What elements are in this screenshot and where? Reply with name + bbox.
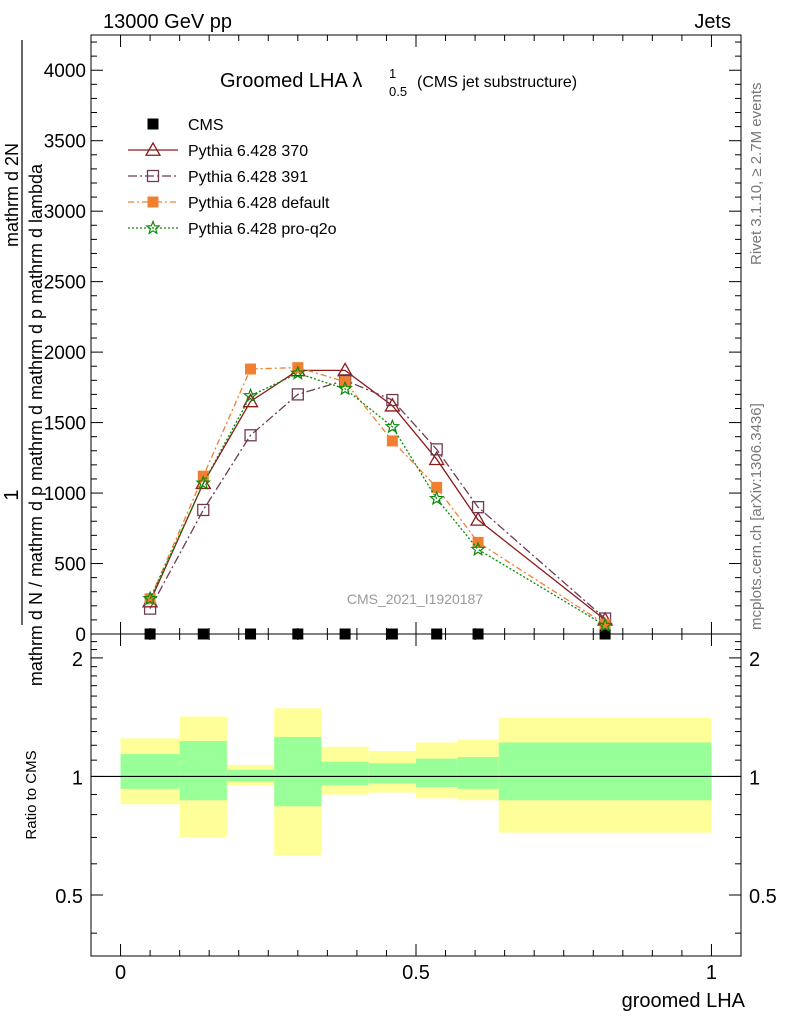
legend-marker: [144, 141, 162, 156]
data-point: [428, 450, 445, 466]
legend-item: CMS: [147, 117, 224, 134]
y-label-numerator-one: 1: [1, 489, 23, 500]
data-point: [428, 490, 445, 506]
x-tick-label: 0.5: [402, 962, 430, 984]
data-point: [195, 474, 212, 490]
ratio-plot: 0.5 0.51 12 2 0 0.5 1 Ratio to CMS groomed LH…: [23, 633, 777, 1012]
data-point: [384, 418, 401, 434]
legend-item: Pythia 6.428 default: [128, 195, 330, 212]
mcplots-label: mcplots.cern.ch [arXiv:1306.3436]: [748, 403, 765, 630]
ratio-inner-band: [498, 742, 712, 801]
data-point: [597, 617, 613, 633]
chart-title-superscript: 1: [389, 66, 396, 81]
data-point: [242, 387, 259, 403]
main-y-tick-label: 3500: [44, 132, 86, 153]
series-4: [142, 365, 613, 633]
main-y-tick-label: 1500: [44, 414, 86, 435]
ratio-y-tick-label: 0.5: [55, 886, 83, 908]
data-point: [470, 541, 486, 557]
data-point: [142, 590, 158, 606]
main-y-tick-label: 1000: [44, 484, 86, 505]
main-y-ticks: 0 500 1000 1500 2000 2500 3000 3500 4000: [44, 41, 741, 646]
ratio-y-tick-label-right: 1: [749, 767, 760, 789]
legend-label: Pythia 6.428 default: [188, 195, 330, 212]
ratio-bands: [91, 708, 741, 856]
legend-item: Pythia 6.428 391: [128, 169, 308, 186]
x-tick-label: 1: [706, 962, 717, 984]
main-plot: 0 500 1000 1500 2000 2500 3000 3500 4000 CMS_202…: [44, 34, 742, 646]
main-y-tick-label: 4000: [44, 61, 86, 82]
ratio-y-axis-label: Ratio to CMS: [23, 750, 40, 839]
main-y-tick-label: 3000: [44, 202, 86, 223]
series-line: [149, 366, 606, 625]
chart-subtitle: (CMS jet substructure): [417, 74, 577, 91]
ratio-y-ticks: 0.5 0.5 1 1 2 2: [55, 641, 777, 934]
ratio-inner-band: [457, 757, 499, 789]
series-3: [144, 362, 611, 630]
data-point: [471, 501, 485, 514]
chart-title: Groomed LHA λ 1 0.5 (CMS jet substructure): [220, 66, 577, 99]
y-label-numerator: mathrm d 2N: [2, 143, 22, 247]
data-point: [386, 435, 398, 447]
legend: CMS Pythia 6.428 370 Pythia 6.428 391 Pythi…: [128, 117, 337, 238]
ratio-inner-band: [120, 754, 180, 789]
data-point: [290, 365, 306, 380]
main-x-ticks: [120, 35, 712, 634]
data-point: [430, 443, 443, 456]
legend-label: Pythia 6.428 pro-q2o: [188, 221, 337, 238]
main-y-axis-label: 1 mathrm d 2N mathrm d N / mathrm d p ma…: [1, 40, 46, 686]
data-point: [143, 602, 157, 615]
data-point: [469, 511, 487, 526]
ratio-inner-band: [416, 758, 458, 788]
data-point: [337, 380, 353, 396]
legend-item: Pythia 6.428 370: [128, 141, 308, 160]
ratio-inner-band: [226, 769, 275, 782]
legend-marker: [147, 196, 159, 208]
analysis-watermark: CMS_2021_I1920187: [347, 591, 483, 607]
data-point: [197, 503, 210, 517]
data-point: [599, 618, 611, 630]
ratio-inner-band: [368, 763, 416, 784]
ratio-y-tick-label: 1: [72, 767, 83, 789]
main-y-tick-label: 500: [54, 555, 86, 576]
ratio-x-ticks: 0 0.5 1: [115, 634, 717, 984]
legend-marker: [147, 118, 159, 130]
legend-marker: [146, 169, 160, 183]
y-label-denominator: mathrm d N / mathrm d p mathrm d mathrm …: [26, 163, 46, 686]
ratio-y-tick-label-right: 0.5: [749, 886, 777, 908]
legend-marker: [145, 219, 161, 235]
main-y-tick-label: 0: [75, 625, 86, 646]
series-line: [149, 379, 606, 619]
ratio-inner-band: [274, 736, 322, 807]
main-y-tick-label: 2500: [44, 273, 86, 294]
series-1: [141, 362, 614, 626]
ratio-inner-band: [179, 741, 227, 801]
main-y-tick-label: 2000: [44, 343, 86, 364]
ratio-inner-band: [321, 761, 369, 786]
data-point: [386, 393, 399, 407]
data-point: [336, 362, 354, 377]
series-line: [149, 372, 606, 627]
ratio-y-tick-label: 2: [72, 649, 83, 671]
chart-title-text: Groomed LHA λ: [220, 70, 362, 92]
x-axis-label: groomed LHA: [622, 990, 746, 1012]
legend-label: Pythia 6.428 391: [188, 169, 308, 186]
legend-label: CMS: [188, 117, 224, 134]
data-point: [291, 388, 304, 401]
data-point: [244, 429, 257, 442]
header-process-label: Jets: [694, 11, 731, 33]
data-point: [195, 475, 212, 490]
legend-item: Pythia 6.428 pro-q2o: [128, 219, 337, 238]
chart-title-subscript: 0.5: [389, 84, 407, 99]
ratio-y-tick-label-right: 2: [749, 649, 760, 671]
series-line: [149, 369, 606, 621]
data-point: [245, 363, 257, 375]
data-point: [431, 481, 443, 493]
header-energy-label: 13000 GeV pp: [103, 11, 232, 33]
rivet-version-label: Rivet 3.1.10, ≥ 2.7M events: [748, 83, 765, 266]
legend-label: Pythia 6.428 370: [188, 143, 308, 160]
x-tick-label: 0: [115, 962, 126, 984]
